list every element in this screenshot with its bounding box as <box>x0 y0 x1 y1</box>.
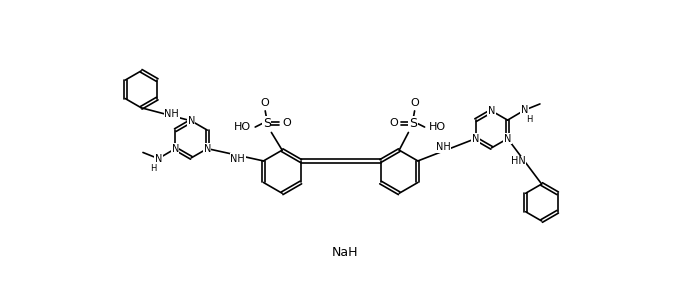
Text: O: O <box>282 118 291 128</box>
Text: N: N <box>521 105 528 115</box>
Text: O: O <box>389 118 398 128</box>
Text: S: S <box>409 117 417 130</box>
Text: S: S <box>262 117 271 130</box>
Text: N: N <box>188 116 195 126</box>
Text: N: N <box>488 106 495 116</box>
Text: HO: HO <box>234 122 251 132</box>
Text: NH: NH <box>164 109 179 119</box>
Text: NH: NH <box>230 154 245 164</box>
Text: N: N <box>204 144 211 154</box>
Text: N: N <box>504 134 511 144</box>
Text: H: H <box>526 116 532 124</box>
Text: HO: HO <box>429 122 446 132</box>
Text: HN: HN <box>511 156 526 166</box>
Text: O: O <box>411 98 419 108</box>
Text: NH: NH <box>435 143 450 152</box>
Text: N: N <box>472 134 479 144</box>
Text: NaH: NaH <box>331 246 358 259</box>
Text: N: N <box>155 154 162 164</box>
Text: H: H <box>151 164 157 173</box>
Text: N: N <box>172 144 179 154</box>
Text: O: O <box>261 98 270 108</box>
